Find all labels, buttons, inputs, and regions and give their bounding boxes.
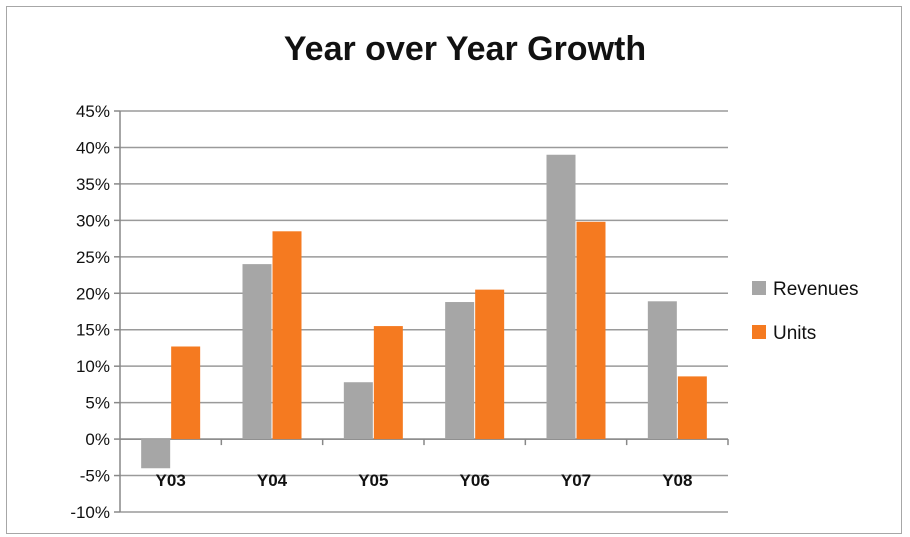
x-tick-label: Y05	[358, 471, 388, 490]
bar-units-y03	[171, 346, 201, 440]
y-tick-label: -10%	[70, 503, 110, 522]
bars	[141, 154, 707, 469]
y-tick-label: 20%	[76, 284, 110, 303]
y-tick-label: 40%	[76, 138, 110, 157]
legend: Revenues Units	[752, 279, 859, 344]
x-tick-label: Y07	[561, 471, 591, 490]
legend-label-units: Units	[773, 323, 816, 344]
x-tick-label: Y08	[662, 471, 692, 490]
y-tick-label: 35%	[76, 175, 110, 194]
bar-units-y08	[677, 376, 707, 440]
grid-lines	[120, 110, 728, 513]
y-tick-label: 5%	[85, 394, 110, 413]
y-tick-label: 0%	[85, 430, 110, 449]
y-tick-label: 25%	[76, 248, 110, 267]
y-tick-label: 30%	[76, 211, 110, 230]
bar-units-y05	[373, 326, 403, 440]
bar-units-y06	[475, 289, 505, 440]
bar-units-y04	[272, 231, 302, 440]
bar-revenues-y07	[546, 154, 576, 440]
y-tick-label: -5%	[80, 467, 110, 486]
bar-revenues-y06	[445, 302, 475, 440]
bar-revenues-y03	[141, 439, 171, 469]
y-tick-label: 15%	[76, 321, 110, 340]
bar-revenues-y05	[343, 382, 373, 440]
bar-revenues-y08	[647, 301, 677, 440]
bar-units-y07	[576, 221, 606, 440]
chart-title: Year over Year Growth	[283, 30, 647, 68]
legend-label-revenues: Revenues	[773, 279, 859, 300]
y-axis: -10% -5% 0% 5% 10% 15% 20% 25% 30% 35% 40% 45%	[70, 102, 121, 522]
x-tick-label: Y06	[460, 471, 490, 490]
legend-swatch-units	[752, 325, 766, 339]
y-tick-label: 45%	[76, 102, 110, 121]
bar-revenues-y04	[242, 264, 272, 440]
legend-swatch-revenues	[752, 281, 766, 295]
x-tick-label: Y04	[257, 471, 288, 490]
x-tick-label: Y03	[156, 471, 186, 490]
x-axis: Y03 Y04 Y05 Y06 Y07 Y08	[120, 438, 729, 490]
y-tick-label: 10%	[76, 357, 110, 376]
